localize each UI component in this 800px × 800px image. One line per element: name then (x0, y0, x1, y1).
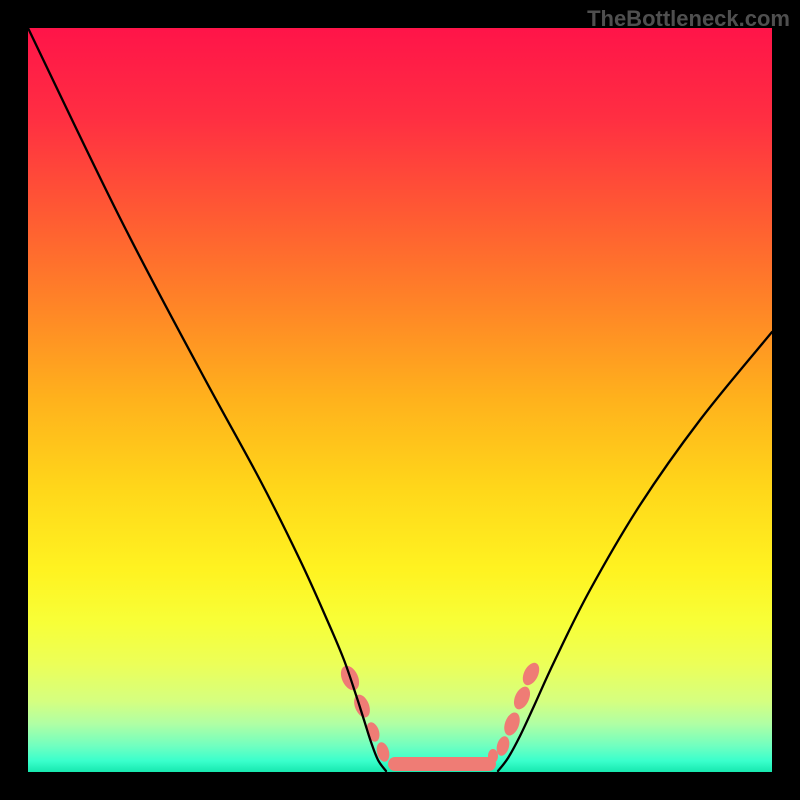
marker-bottom-band (388, 757, 496, 771)
plot-svg (28, 28, 772, 772)
plot-area (28, 28, 772, 772)
gradient-background (28, 28, 772, 772)
watermark-text: TheBottleneck.com (587, 6, 790, 32)
